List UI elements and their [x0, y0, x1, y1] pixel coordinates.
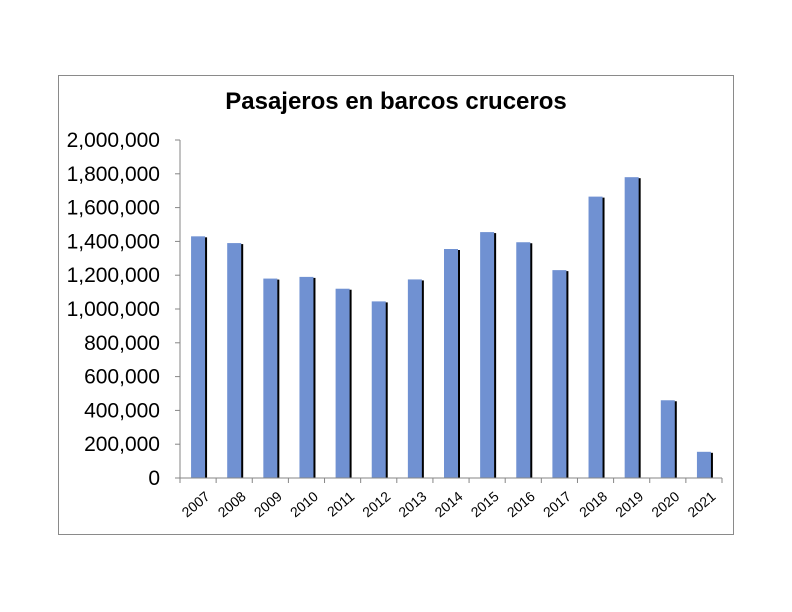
y-tick-label: 1,000,000 — [67, 298, 160, 321]
x-tick-label: 2008 — [215, 488, 249, 520]
bar-2021 — [696, 451, 711, 478]
x-tick-label: 2010 — [287, 488, 321, 520]
x-tick-label: 2013 — [395, 488, 429, 520]
chart-frame — [58, 75, 734, 535]
x-tick-label: 2009 — [251, 488, 285, 520]
x-tick-label: 2017 — [540, 488, 574, 520]
y-axis-ticks: 0 200,000 400,000 600,000 800,000 1,000,000 1,… — [67, 129, 180, 490]
bar-2018 — [588, 196, 603, 479]
x-tick-label: 2016 — [504, 488, 538, 520]
bar-2007 — [191, 236, 206, 478]
bar-2019 — [624, 177, 639, 478]
y-tick-label: 1,400,000 — [67, 230, 160, 253]
y-tick-label: 600,000 — [84, 366, 160, 389]
bar-2017 — [552, 270, 567, 478]
bar-2020 — [660, 400, 675, 478]
y-tick-label: 200,000 — [84, 433, 160, 456]
chart-title: Pasajeros en barcos cruceros — [225, 88, 567, 115]
bars-group — [191, 177, 713, 479]
x-tick-label: 2012 — [359, 488, 393, 520]
x-tick-label: 2019 — [612, 488, 646, 520]
bar-2010 — [299, 276, 314, 478]
y-tick-label: 0 — [148, 467, 160, 490]
y-tick-label: 1,600,000 — [67, 197, 160, 220]
x-tick-label: 2021 — [684, 488, 718, 520]
y-tick-label: 400,000 — [84, 399, 160, 422]
bar-2009 — [263, 278, 278, 478]
bar-2016 — [516, 242, 531, 478]
x-tick-label: 2007 — [179, 488, 213, 520]
x-tick-label: 2014 — [431, 488, 465, 520]
x-tick-label: 2018 — [576, 488, 610, 520]
x-tick-label: 2011 — [324, 488, 358, 520]
bar-2015 — [480, 232, 495, 478]
bar-2008 — [227, 243, 242, 478]
y-tick-label: 2,000,000 — [67, 129, 160, 152]
bar-2012 — [371, 301, 386, 478]
x-axis-ticks: 2007 2008 2009 2010 2011 2012 2013 2014 2015 2016… — [179, 488, 719, 520]
x-tick-label: 2020 — [648, 488, 682, 520]
x-tick-label: 2015 — [468, 488, 502, 520]
y-tick-label: 1,800,000 — [67, 163, 160, 186]
bar-2014 — [444, 249, 458, 478]
y-tick-label: 800,000 — [84, 332, 160, 355]
axes — [179, 140, 723, 483]
bar-2013 — [407, 279, 422, 478]
bar-2011 — [335, 288, 350, 478]
y-tick-label: 1,200,000 — [67, 264, 160, 287]
